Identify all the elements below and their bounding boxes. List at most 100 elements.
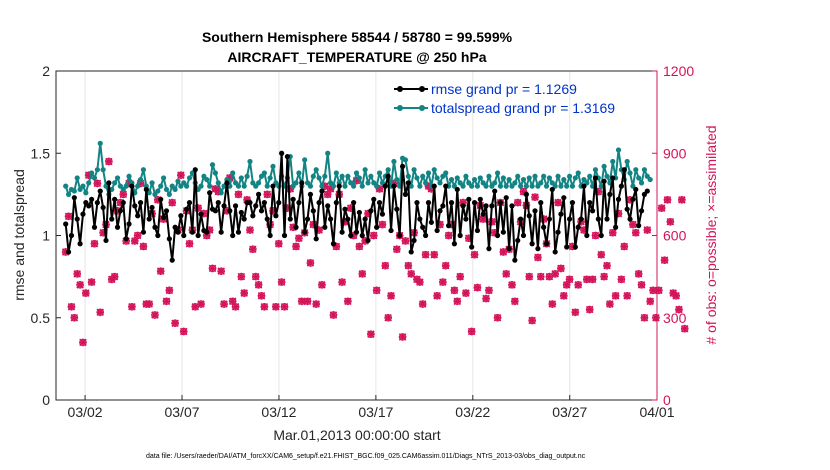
rmse-point	[68, 232, 75, 239]
left-y-tick-label: 0	[42, 392, 50, 408]
obs-assimilated-point	[263, 190, 272, 199]
obs-assimilated-point	[502, 270, 511, 278]
spread-point	[353, 170, 360, 176]
spread-point	[261, 170, 267, 176]
rmse-point	[103, 237, 109, 244]
legend-rmse-marker	[397, 86, 403, 92]
obs-assimilated-point	[580, 226, 588, 234]
rmse-point	[330, 241, 337, 247]
obs-assimilated-point	[421, 250, 430, 259]
spread-point	[538, 180, 544, 186]
obs-assimilated-point	[133, 231, 142, 240]
rmse-point	[63, 221, 69, 227]
obs-assimilated-point	[430, 250, 439, 259]
obs-assimilated-point	[257, 292, 266, 300]
rmse-point	[186, 200, 193, 206]
obs-assimilated-point	[588, 275, 597, 284]
x-tick-label: 03/22	[455, 404, 490, 420]
spread-point	[492, 180, 498, 186]
obs-assimilated-point	[223, 207, 231, 215]
spread-point	[368, 173, 374, 179]
spread-point	[575, 170, 581, 176]
obs-assimilated-point	[329, 311, 338, 319]
rmse-point	[466, 196, 472, 202]
rmse-point	[178, 213, 184, 219]
rmse-point	[532, 208, 538, 214]
spread-point	[112, 180, 118, 186]
spread-point	[114, 175, 121, 181]
rmse-series	[63, 150, 650, 263]
obs-assimilated-point	[214, 187, 223, 196]
rmse-point	[587, 200, 593, 206]
obs-assimilated-point	[436, 220, 444, 229]
obs-assimilated-point	[162, 297, 171, 306]
rmse-point	[564, 244, 570, 250]
chart-title: Southern Hemisphere 58544 / 58780 = 99.5…	[202, 29, 513, 45]
rmse-point	[618, 183, 624, 189]
obs-assimilated-point	[623, 292, 631, 300]
rmse-point	[284, 153, 290, 160]
obs-assimilated-point	[136, 179, 145, 188]
spread-point	[512, 180, 518, 186]
spread-point	[313, 167, 319, 173]
spread-point	[541, 173, 547, 179]
rmse-point	[494, 232, 501, 239]
rmse-point	[333, 200, 339, 206]
obs-assimilated-point	[519, 187, 528, 196]
obs-assimilated-point	[179, 327, 188, 336]
rmse-point	[397, 232, 403, 239]
rmse-point	[100, 204, 106, 211]
rmse-point	[140, 229, 147, 235]
spread-point	[100, 167, 106, 173]
rmse-point	[448, 200, 455, 206]
rmse-point	[270, 183, 276, 189]
data-file-footnote: data file: /Users/raeder/DAI/ATM_forcXX/…	[146, 453, 586, 460]
spread-point	[627, 170, 633, 176]
obs-assimilated-point	[312, 300, 320, 308]
obs-assimilated-point	[488, 217, 496, 226]
rmse-point	[480, 211, 486, 217]
obs-assimilated-point	[205, 226, 214, 234]
rmse-point	[460, 203, 466, 209]
obs-assimilated-point	[597, 250, 606, 259]
spread-point	[238, 175, 244, 181]
spread-point	[526, 175, 532, 181]
obs-assimilated-point	[145, 300, 153, 308]
spread-point	[356, 175, 362, 181]
rmse-point	[601, 178, 607, 184]
obs-assimilated-point	[433, 292, 441, 300]
spread-point	[454, 175, 460, 181]
obs-assimilated-point	[303, 297, 312, 306]
obs-assimilated-point	[511, 297, 519, 306]
obs-assimilated-point	[660, 256, 669, 264]
spread-point	[166, 191, 172, 197]
obs-assimilated-point	[228, 297, 237, 306]
spread-point	[566, 173, 573, 179]
obs-assimilated-point	[168, 198, 177, 207]
obs-assimilated-point	[643, 226, 652, 234]
rmse-point	[578, 216, 584, 222]
rmse-point	[221, 203, 227, 209]
obs-assimilated-point	[171, 319, 179, 328]
obs-assimilated-point	[352, 176, 361, 185]
spread-point	[391, 158, 397, 165]
obs-assimilated-point	[551, 270, 559, 278]
rmse-point	[160, 214, 167, 221]
obs-assimilated-point	[197, 300, 205, 308]
rmse-point	[345, 216, 351, 222]
rmse-point	[457, 232, 463, 239]
spread-point	[126, 173, 132, 179]
obs-assimilated-point	[226, 174, 234, 182]
rmse-point	[592, 175, 599, 181]
rmse-point	[399, 163, 406, 170]
obs-assimilated-point	[585, 305, 594, 314]
rmse-point	[543, 241, 550, 247]
x-tick-label: 03/17	[358, 404, 393, 420]
obs-assimilated-point	[473, 283, 482, 292]
rmse-point	[584, 232, 590, 239]
rmse-point	[509, 203, 515, 209]
rmse-point	[112, 196, 118, 202]
obs-assimilated-point	[105, 157, 113, 166]
obs-assimilated-point	[84, 171, 93, 179]
rmse-point	[624, 206, 630, 212]
